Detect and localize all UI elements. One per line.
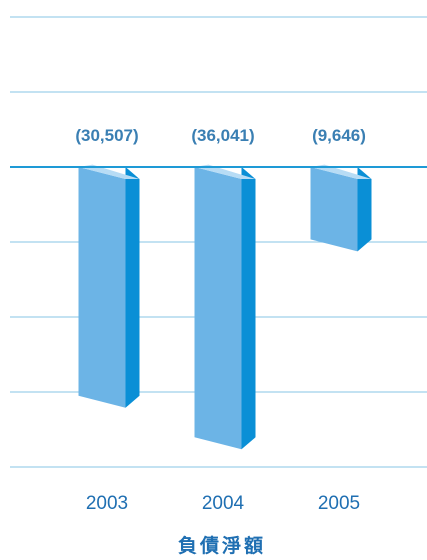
bar-top	[194, 164, 256, 179]
bar-side	[241, 167, 256, 450]
data-label: (9,646)	[312, 126, 366, 145]
x-tick-label: 2003	[86, 493, 128, 514]
x-tick-label: 2004	[202, 493, 245, 514]
data-label: (36,041)	[191, 126, 254, 145]
bar-side	[357, 167, 372, 252]
bar	[310, 167, 358, 252]
x-axis-title: 負債淨額	[178, 534, 266, 557]
bar-top	[310, 164, 372, 179]
data-label: (30,507)	[75, 126, 138, 145]
bar	[194, 167, 242, 450]
bar	[78, 167, 126, 408]
x-tick-label: 2005	[318, 493, 360, 514]
bar-side	[125, 167, 140, 408]
bar-top	[78, 164, 140, 179]
